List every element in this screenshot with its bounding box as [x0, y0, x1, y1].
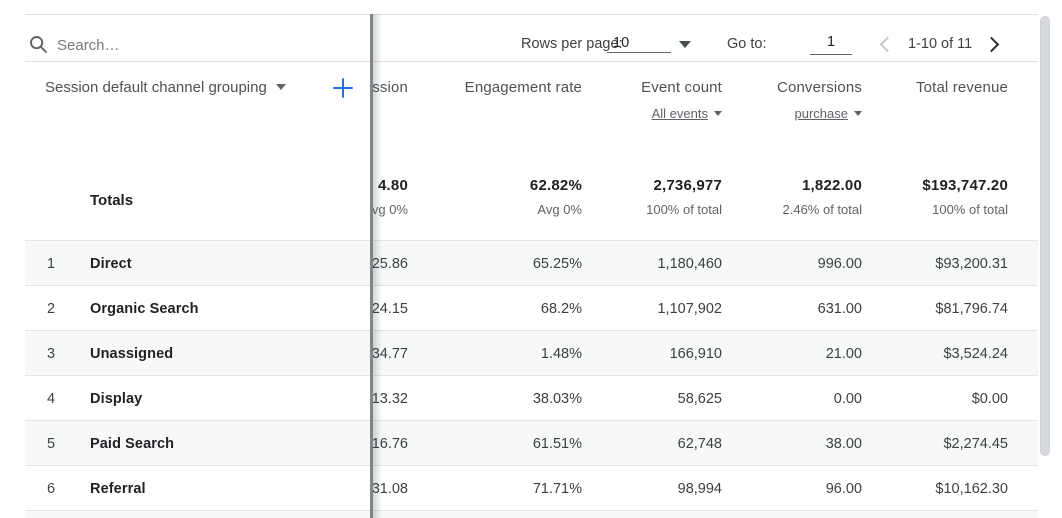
row-number: 6	[46, 480, 56, 497]
cell-event-count: 166,910	[669, 345, 722, 362]
cell-total-revenue: $0.00	[971, 390, 1008, 407]
chevron-down-icon	[714, 111, 722, 116]
cell-event-count: 98,994	[677, 480, 722, 497]
chevron-down-icon	[854, 111, 862, 116]
cell-session: 24.15	[371, 300, 408, 317]
totals-engagement-rate: 62.82% Avg 0%	[529, 177, 582, 217]
cell-session: 34.77	[371, 345, 408, 362]
totals-session: 4.80 vg 0%	[371, 177, 408, 217]
search-icon	[29, 35, 48, 59]
totals-event-count: 2,736,977 100% of total	[646, 177, 722, 217]
row-number: 5	[46, 435, 56, 452]
pagination-range: 1-10 of 11	[908, 36, 973, 52]
row-label: Direct	[90, 255, 132, 272]
cell-engagement-rate: 61.51%	[532, 435, 582, 452]
conversions-filter-label: purchase	[794, 106, 848, 121]
vertical-scrollbar-thumb[interactable]	[1040, 16, 1050, 456]
goto-page-input[interactable]	[810, 30, 852, 55]
column-header-conversions[interactable]: Conversions	[776, 79, 862, 96]
dimension-header-dropdown[interactable]: Session default channel grouping	[45, 79, 286, 96]
row-label: Referral	[90, 480, 146, 497]
chevron-right-icon[interactable]	[983, 36, 1000, 53]
cell-session: 31.08	[371, 480, 408, 497]
row-label: Unassigned	[90, 345, 174, 362]
cell-session: 13.32	[371, 390, 408, 407]
row-number: 1	[46, 255, 56, 272]
column-header-session-clipped[interactable]: ssion	[372, 79, 408, 96]
column-header-event-count[interactable]: Event count	[641, 79, 722, 96]
chevron-down-icon	[275, 84, 286, 90]
cell-engagement-rate: 65.25%	[532, 255, 582, 272]
row-number: 2	[46, 300, 56, 317]
rows-per-page-dropdown-icon[interactable]	[679, 41, 691, 48]
row-label: Organic Search	[90, 300, 199, 317]
column-header-total-revenue[interactable]: Total revenue	[915, 79, 1008, 96]
row-label: Paid Search	[90, 435, 175, 452]
table-row: 5 Paid Search 16.76 61.51% 62,748 38.00 …	[25, 420, 1038, 466]
column-freeze-divider[interactable]	[370, 14, 373, 518]
table-row: 4 Display 13.32 38.03% 58,625 0.00 $0.00	[25, 375, 1038, 421]
dimension-header-label: Session default channel grouping	[45, 79, 267, 96]
event-count-filter[interactable]: All events	[652, 106, 722, 121]
cell-conversions: 96.00	[825, 480, 862, 497]
cell-total-revenue: $3,524.24	[943, 345, 1008, 362]
toolbar-divider	[25, 61, 1038, 62]
table-row: 6 Referral 31.08 71.71% 98,994 96.00 $10…	[25, 465, 1038, 511]
cell-total-revenue: $10,162.30	[935, 480, 1008, 497]
cell-session: 16.76	[371, 435, 408, 452]
cell-total-revenue: $2,274.45	[943, 435, 1008, 452]
conversions-filter[interactable]: purchase	[795, 106, 862, 121]
cell-engagement-rate: 1.48%	[540, 345, 582, 362]
event-count-filter-label: All events	[651, 106, 708, 121]
table-row: 3 Unassigned 34.77 1.48% 166,910 21.00 $…	[25, 330, 1038, 376]
add-metric-button[interactable]	[333, 78, 353, 98]
cell-event-count: 1,180,460	[657, 255, 722, 272]
row-number: 4	[46, 390, 56, 407]
cell-event-count: 62,748	[677, 435, 722, 452]
goto-label: Go to:	[727, 36, 767, 52]
table-top-border	[25, 14, 1038, 15]
cell-conversions: 631.00	[817, 300, 862, 317]
cell-engagement-rate: 71.71%	[532, 480, 582, 497]
totals-total-revenue: $193,747.20 100% of total	[922, 177, 1008, 217]
cell-session: 25.86	[371, 255, 408, 272]
chevron-left-icon[interactable]	[879, 36, 896, 53]
cell-conversions: 996.00	[817, 255, 862, 272]
row-label: Display	[90, 390, 143, 407]
table-row: 1 Direct 25.86 65.25% 1,180,460 996.00 $…	[25, 240, 1038, 286]
cell-event-count: 58,625	[677, 390, 722, 407]
cell-engagement-rate: 68.2%	[540, 300, 582, 317]
cell-conversions: 21.00	[825, 345, 862, 362]
table-row: 2 Organic Search 24.15 68.2% 1,107,902 6…	[25, 285, 1038, 331]
cell-conversions: 38.00	[825, 435, 862, 452]
cell-conversions: 0.00	[833, 390, 862, 407]
totals-conversions: 1,822.00 2.46% of total	[782, 177, 863, 217]
totals-label: Totals	[90, 192, 134, 209]
cell-total-revenue: $93,200.31	[935, 255, 1008, 272]
rows-per-page-label: Rows per page:	[521, 36, 623, 52]
cell-engagement-rate: 38.03%	[532, 390, 582, 407]
column-header-engagement-rate[interactable]: Engagement rate	[464, 79, 582, 96]
cell-event-count: 1,107,902	[657, 300, 722, 317]
row-number: 3	[46, 345, 56, 362]
rows-per-page-value: 10	[613, 35, 630, 51]
rows-per-page-select[interactable]: 10	[607, 30, 671, 53]
search-input[interactable]	[55, 30, 314, 60]
table-row-partial	[25, 510, 1038, 518]
cell-total-revenue: $81,796.74	[935, 300, 1008, 317]
